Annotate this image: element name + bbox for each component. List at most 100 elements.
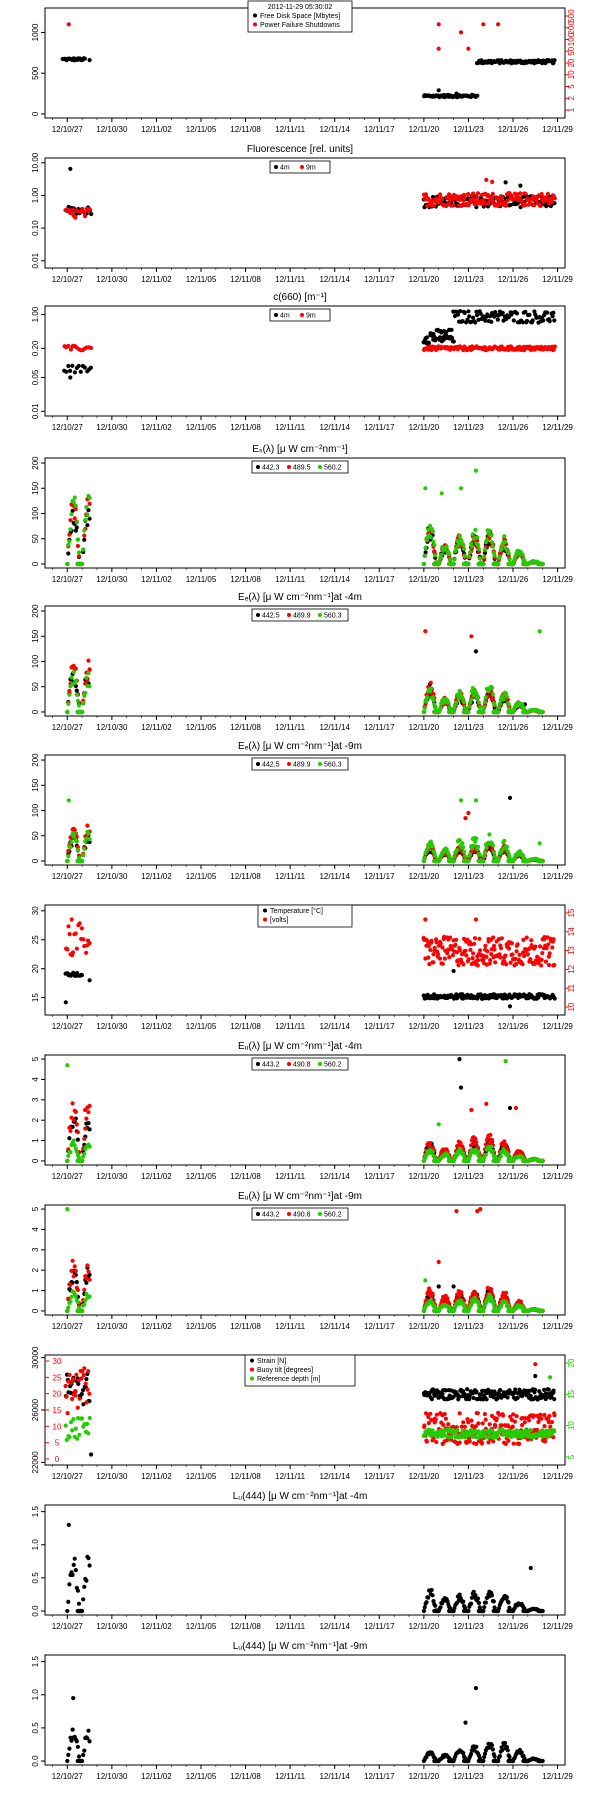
- point-4m: [547, 319, 552, 324]
- x-tick-label: 12/11/23: [453, 125, 484, 134]
- point-volts: [471, 951, 476, 956]
- point-9m: [498, 198, 503, 203]
- point-volts: [87, 941, 92, 946]
- point-4m: [544, 310, 550, 315]
- panel-title: Eₛ(λ) [μ W cm⁻²nm⁻¹]: [252, 444, 348, 455]
- plot-frame: [44, 305, 566, 417]
- point-560-2: [444, 544, 449, 549]
- y-tick-label: 10.00: [31, 152, 40, 173]
- point-560-2: [497, 554, 502, 559]
- point-490-8: [469, 1143, 474, 1148]
- point-9m: [490, 179, 495, 184]
- point-560-3: [497, 701, 502, 706]
- y-tick-label: 150: [31, 629, 40, 643]
- y-tick-label: 500: [31, 66, 40, 80]
- point-560-2: [65, 1158, 70, 1163]
- y2-tick-label: 12: [567, 964, 576, 973]
- point-560-2: [423, 486, 428, 491]
- point-490-8: [70, 1101, 75, 1106]
- legend: 442.3 489.5 560.2: [251, 460, 349, 474]
- point-490-8: [82, 1287, 87, 1292]
- point-560-2: [65, 1063, 70, 1068]
- point-490-8: [427, 1141, 433, 1146]
- point-560-2: [499, 546, 504, 551]
- point-560-3: [462, 854, 467, 859]
- point-560-2: [473, 468, 478, 473]
- point-560-3: [462, 849, 467, 855]
- point-volts: [438, 941, 443, 946]
- point-560-3: [475, 844, 481, 850]
- x-tick-label: 12/11/29: [542, 575, 573, 584]
- x-tick-label: 12/11/11: [275, 575, 306, 584]
- point-560-3: [432, 850, 437, 855]
- point-9m: [475, 191, 481, 196]
- point-560-2: [71, 500, 76, 505]
- point-560-3: [502, 838, 507, 843]
- point-4m: [451, 339, 456, 344]
- data-points: [63, 166, 557, 220]
- legend-label: 4m: [280, 313, 290, 320]
- point-489-9: [431, 692, 436, 697]
- point-560-2: [468, 550, 473, 555]
- point-560-2: [506, 551, 511, 556]
- point-560-2: [430, 529, 435, 534]
- point-560-3: [86, 831, 91, 836]
- point-560-3: [452, 705, 457, 711]
- y-tick-label: 4: [31, 1227, 40, 1232]
- y2-tick-label: 2: [567, 95, 576, 100]
- point-4m: [449, 327, 454, 332]
- point-volts: [426, 955, 431, 960]
- point-volts: [470, 956, 475, 961]
- point-490-8: [445, 1296, 450, 1301]
- x-tick-label: 12/11/29: [542, 872, 573, 881]
- point-power-failure-shutdowns: [481, 22, 486, 27]
- point-560-3: [67, 692, 72, 697]
- x-tick-label: 12/11/17: [364, 1322, 395, 1331]
- point-489-9: [85, 823, 90, 828]
- x-tick-label: 12/10/30: [96, 1022, 128, 1031]
- point-560-2: [457, 534, 462, 539]
- point-490-8: [70, 1258, 75, 1263]
- point-4m: [524, 318, 530, 324]
- point-560-2: [462, 546, 467, 552]
- x-tick-label: 12/10/30: [96, 872, 128, 881]
- x-tick-label: 12/11/14: [319, 423, 350, 432]
- point-560-2: [448, 557, 453, 562]
- point-560-2: [502, 534, 507, 539]
- legend-label: 560.3: [324, 613, 342, 620]
- point-9m: [462, 195, 467, 200]
- point-490-8: [489, 1287, 494, 1292]
- point-volts: [515, 942, 520, 947]
- point-4m: [426, 340, 431, 345]
- point-9m: [490, 191, 495, 196]
- point-volts: [497, 952, 502, 957]
- point-volts: [533, 944, 538, 949]
- point-volts: [477, 936, 482, 941]
- y2-tick-label: 20: [567, 58, 576, 67]
- panel-1: 12/10/27 12/10/30 12/11/02 12/11/05 12/11/08…: [31, 0, 576, 134]
- x-tick-label: 12/11/02: [141, 1022, 172, 1031]
- x-tick-label: 12/11/23: [453, 275, 484, 284]
- point-560-2: [539, 1158, 544, 1163]
- point-560-2: [73, 503, 78, 508]
- data-points: [65, 468, 545, 567]
- point-volts: [434, 940, 439, 945]
- y-tick-label: 3: [31, 1247, 40, 1252]
- point-489-5: [68, 518, 73, 523]
- point-490-8: [83, 1126, 88, 1131]
- point-4m: [444, 330, 449, 335]
- point-power-failure-shutdowns: [66, 22, 71, 27]
- x-tick-label: 12/11/26: [498, 1172, 529, 1181]
- point-490-8: [502, 1139, 507, 1144]
- point-442-3: [87, 516, 92, 521]
- y-tick-label: 150: [31, 778, 40, 792]
- point-volts: [547, 951, 552, 956]
- point-volts: [457, 948, 462, 953]
- point-560-2: [456, 540, 461, 546]
- y-tick-label: 4: [31, 1077, 40, 1082]
- point-560-3: [75, 848, 80, 853]
- point-560-3: [76, 855, 82, 860]
- point-560-2: [452, 557, 457, 562]
- panel-title: Eᵤ(λ) [μ W cm⁻²nm⁻¹]at -9m: [238, 1191, 362, 1202]
- point-4m: [76, 363, 81, 369]
